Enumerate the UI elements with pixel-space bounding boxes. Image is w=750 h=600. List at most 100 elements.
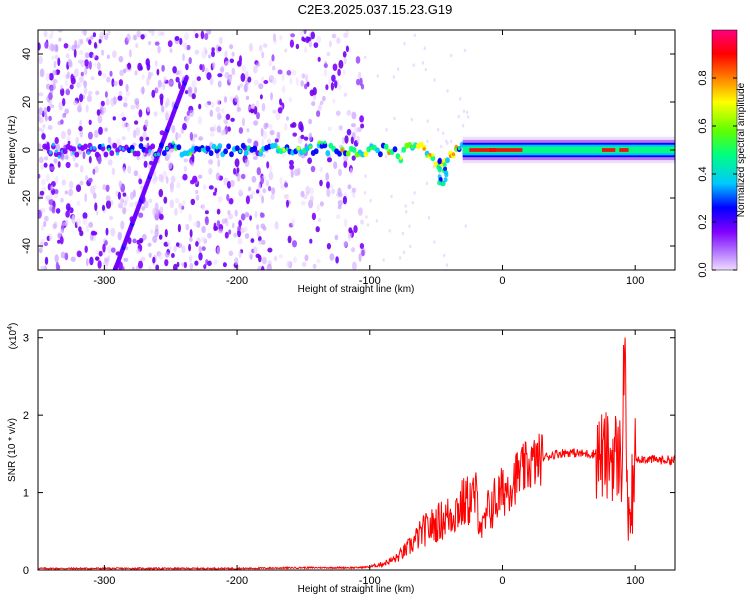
heatmap-cell <box>141 233 147 241</box>
heatmap-cell <box>134 98 140 105</box>
heatmap-cell <box>234 158 240 168</box>
heatmap-cell <box>261 102 266 112</box>
heatmap-cell <box>176 182 181 189</box>
heatmap-cell <box>279 177 283 185</box>
heatmap-cell <box>209 77 214 86</box>
heatmap-cell <box>301 73 306 79</box>
y-tick-label: 40 <box>21 48 33 60</box>
heatmap-cell <box>186 110 190 116</box>
heatmap-cell <box>191 93 196 100</box>
heatmap-cell <box>146 105 151 113</box>
heatmap-cell <box>82 212 88 220</box>
heatmap-cell <box>41 178 46 186</box>
x-tick-label: -300 <box>93 275 115 287</box>
y-tick-label: 1 <box>23 488 29 500</box>
heatmap-cell <box>343 218 348 228</box>
heatmap-cell <box>238 250 242 258</box>
heatmap-cell <box>239 55 242 64</box>
heatmap-cell <box>98 70 102 76</box>
heatmap-cell <box>78 143 82 147</box>
heatmap-cell <box>422 147 426 151</box>
heatmap-cell <box>160 97 164 106</box>
snr-panel: -300 -200 -100 0 100 0 1 2 3 Height of straight … <box>7 323 676 595</box>
heatmap-cell <box>118 79 123 87</box>
heatmap-cell <box>104 91 108 98</box>
heatmap-cell <box>311 212 316 221</box>
heatmap-cell <box>224 73 229 79</box>
heatmap-cell <box>205 216 209 223</box>
heatmap-cell <box>77 101 82 109</box>
heatmap-cell <box>62 148 68 155</box>
snr-line-plot <box>38 337 675 570</box>
heatmap-cell <box>128 202 135 208</box>
heatmap-cell <box>356 78 360 86</box>
x-tick-label: 0 <box>499 275 505 287</box>
heatmap-cell <box>149 229 154 235</box>
heatmap-cell <box>46 105 51 112</box>
heatmap-cell <box>240 213 246 221</box>
heatmap-cell <box>269 74 275 81</box>
heatmap-cell <box>304 254 309 262</box>
heatmap-cell <box>260 76 265 83</box>
heatmap-cell <box>69 84 74 90</box>
heatmap-cell <box>443 170 448 176</box>
heatmap-cell <box>437 180 442 186</box>
heatmap-cell <box>390 194 393 199</box>
heatmap-cell <box>306 36 312 42</box>
heatmap-cell <box>433 78 436 82</box>
heatmap-cell <box>229 151 234 158</box>
heatmap-cell <box>135 43 139 48</box>
heatmap-cell <box>156 68 160 76</box>
heatmap-cell <box>338 59 344 69</box>
heatmap-cell <box>141 73 145 80</box>
heatmap-cell <box>351 111 357 120</box>
heatmap-cell <box>117 191 121 200</box>
heatmap-cell <box>276 145 280 150</box>
heatmap-cell <box>123 257 129 262</box>
snr-ylabel: SNR (10 * v/v) <box>7 418 18 482</box>
heatmap-cell <box>359 77 363 87</box>
heatmap-cell <box>344 135 349 144</box>
heatmap-cell <box>189 229 193 238</box>
heatmap-cell <box>78 125 83 132</box>
heatmap-cell <box>65 88 70 96</box>
heatmap-cell <box>307 157 312 164</box>
heatmap-cell <box>323 140 327 145</box>
heatmap-cell <box>48 150 53 155</box>
colorbar-tick-label: 0.8 <box>697 70 709 85</box>
heatmap-cell <box>351 187 357 193</box>
heatmap-cell <box>260 265 265 270</box>
heatmap-cell <box>122 166 126 174</box>
heatmap-cell <box>425 181 429 185</box>
x-tick-label: -200 <box>226 275 248 287</box>
heatmap-cell <box>247 105 252 111</box>
heatmap-cell <box>355 56 361 64</box>
heatmap-cell <box>348 227 353 234</box>
heatmap-cell <box>337 200 343 206</box>
heatmap-cell <box>248 42 253 52</box>
heatmap-cell <box>151 89 156 98</box>
heatmap-cell <box>358 253 362 262</box>
heatmap-cell <box>148 40 152 46</box>
heatmap-cell <box>427 215 431 220</box>
heatmap-cell <box>61 113 66 119</box>
heatmap-cell <box>105 227 109 236</box>
heatmap-cell <box>89 256 94 266</box>
heatmap-cell <box>206 30 212 35</box>
heatmap-cell <box>40 207 46 213</box>
heatmap-cell <box>97 260 102 269</box>
heatmap-cell <box>198 136 204 141</box>
heatmap-cell <box>167 160 173 170</box>
heatmap-cell <box>369 198 372 203</box>
heatmap-cell <box>166 150 171 160</box>
heatmap-cell <box>313 148 319 155</box>
heatmap-cell <box>351 146 357 153</box>
heatmap-cell <box>269 165 273 173</box>
heatmap-cell <box>94 129 99 139</box>
heatmap-cell <box>217 143 223 150</box>
heatmap-cell <box>52 69 57 76</box>
heatmap-cell <box>90 230 96 236</box>
heatmap-cell <box>319 179 323 187</box>
heatmap-cell <box>228 250 234 257</box>
heatmap-cell <box>98 250 103 257</box>
